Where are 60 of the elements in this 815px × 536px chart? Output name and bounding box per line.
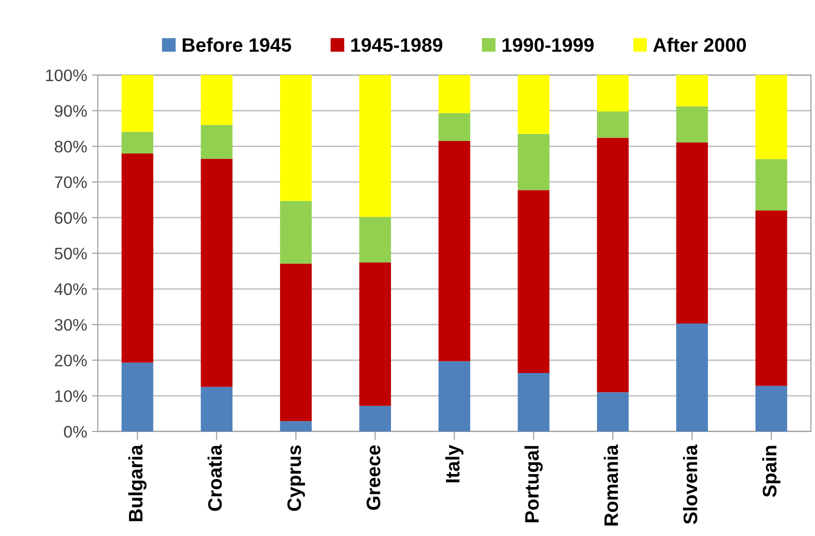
bar [596,75,629,112]
legend-label: After 2000 [653,38,746,52]
bar [122,362,154,432]
bar [755,75,788,160]
x-tick-label: Spain [762,446,780,498]
bar [596,138,629,392]
bar [438,361,470,432]
bar [596,111,629,138]
bar [280,75,312,201]
y-tick-label: 80% [54,140,87,153]
bar [122,132,154,154]
bar [280,200,312,264]
y-tick-label: 70% [54,176,87,188]
y-tick-label: 20% [54,354,87,366]
bar [676,106,708,142]
y-tick-label: 100% [46,69,87,82]
bar [518,190,550,374]
bar [200,75,232,125]
legend-label: Before 1945 [182,38,292,52]
bar [596,392,629,432]
y-tick-label: 0% [64,426,87,438]
y-tick-label: 10% [55,390,87,402]
x-tick-label: Romania [604,444,618,526]
x-tick-label: Croatia [208,444,222,511]
x-tick-label: Bulgaria [128,444,147,522]
bar [676,323,708,432]
bar [518,75,550,134]
x-tick-label: Greece [366,445,380,510]
bar [438,113,470,141]
bar [359,216,391,263]
y-tick-label: 50% [54,248,87,260]
bar [200,124,232,159]
legend-label: 1990-1999 [502,38,594,52]
bar [755,159,788,210]
bar [122,153,154,363]
bar [280,421,312,432]
bar [200,386,232,432]
bar [359,75,391,217]
x-tick-label: Slovenia [683,444,698,524]
x-tick-label: Cyprus [287,445,305,511]
bar [200,158,232,387]
bar [359,406,391,432]
bar [755,386,788,432]
bar [280,264,312,422]
y-tick-label: 60% [54,212,87,224]
bar [359,262,391,406]
y-tick-label: 40% [54,283,87,296]
bar [122,75,154,132]
bar [755,210,788,386]
x-tick-label: Portugal [524,446,543,522]
bar [676,75,708,106]
legend-label: 1945-1989 [351,38,442,52]
y-tick-label: 30% [54,318,87,331]
bar [438,75,470,114]
y-tick-label: 90% [54,105,87,117]
bar [676,142,708,324]
x-tick-label: Italy [445,444,464,482]
bar [438,140,470,362]
bar [518,373,550,432]
bar [518,134,550,190]
